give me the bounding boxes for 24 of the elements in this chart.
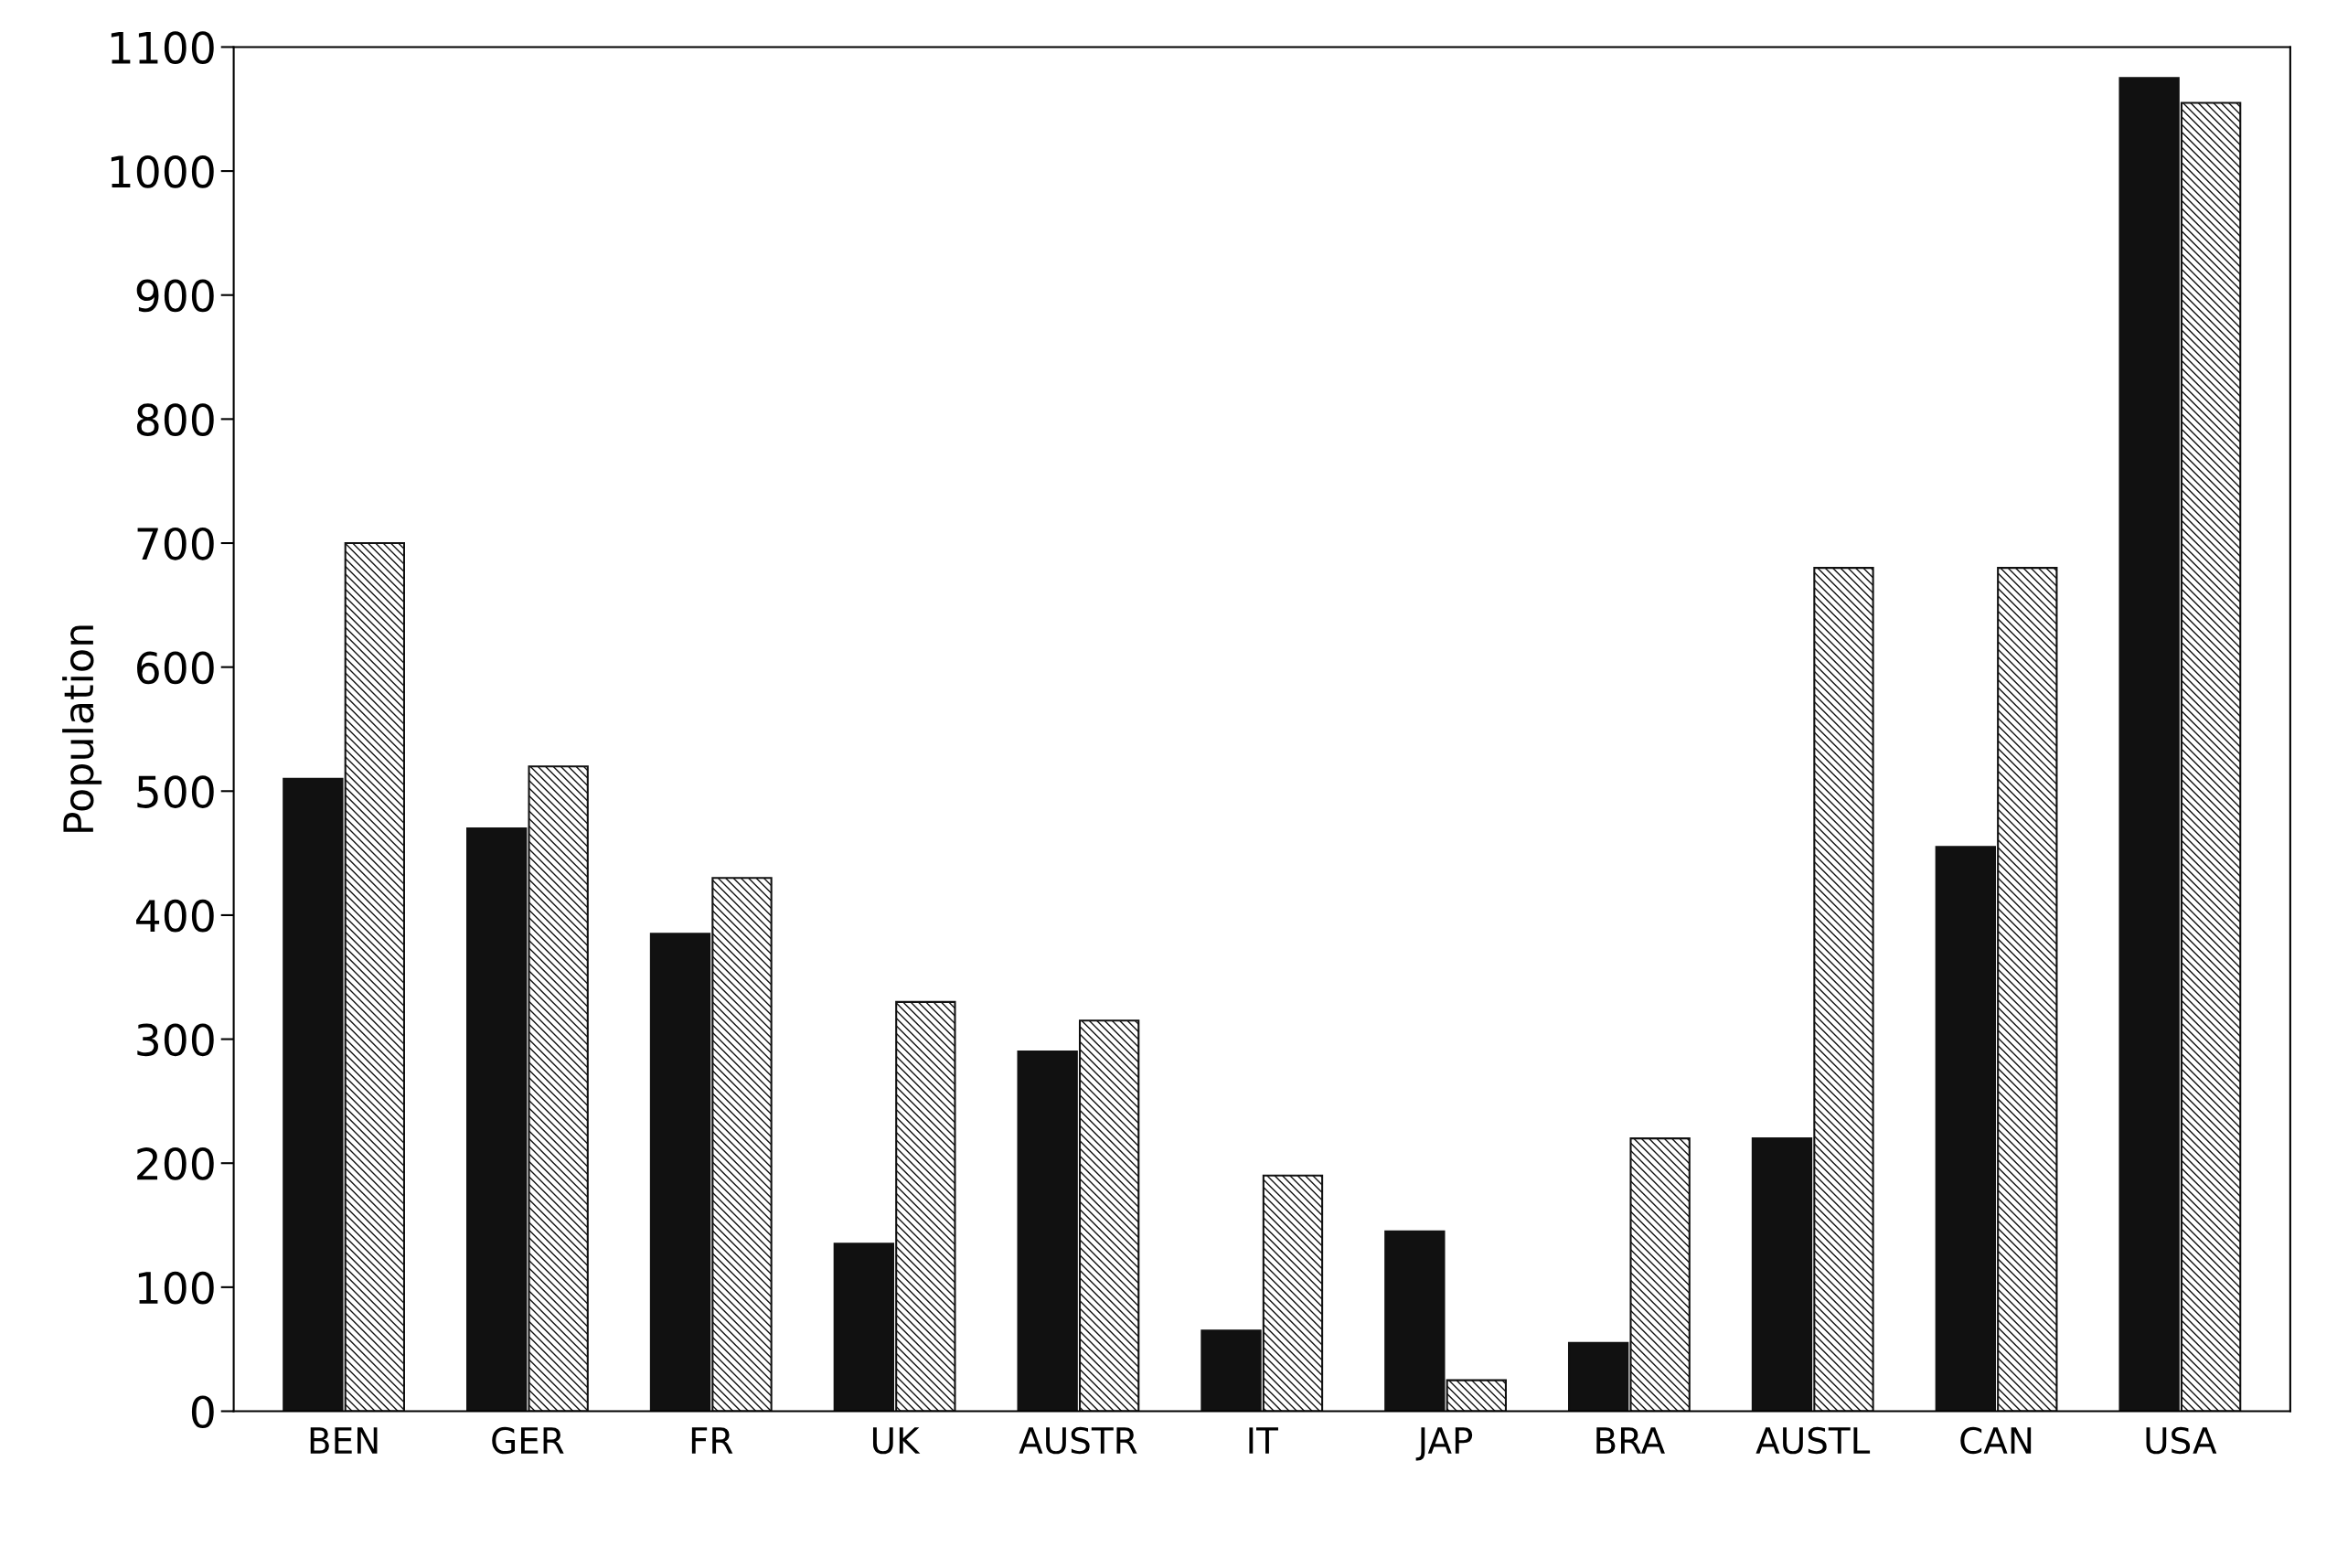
x-tick-label: GER <box>492 1426 564 1455</box>
y-tick-label: 0 <box>191 1395 214 1429</box>
y-tick-label: 700 <box>137 527 214 560</box>
y-tick-label: 800 <box>136 403 214 436</box>
y-axis-title: Population <box>62 625 102 832</box>
x-tick-label: AUSTL <box>1755 1426 1871 1455</box>
y-tick-label: 100 <box>138 1271 214 1305</box>
x-tick-label: AUSTR <box>1019 1426 1137 1455</box>
x-tick-label: USA <box>2146 1426 2217 1455</box>
y-tick-label: 1100 <box>111 31 214 65</box>
x-tick-label: BEN <box>310 1427 378 1454</box>
x-tick-label: BRA <box>1596 1427 1665 1454</box>
y-tick-label: 1000 <box>111 155 214 188</box>
x-tick-label: CAN <box>1960 1426 2032 1455</box>
x-tick-label: UK <box>872 1427 921 1455</box>
y-tick-label: 400 <box>136 899 214 933</box>
y-tick-label: 500 <box>137 775 214 808</box>
y-tick-label: 300 <box>137 1023 214 1057</box>
y-tick-label: 600 <box>137 651 214 685</box>
y-tick-label: 900 <box>136 279 214 313</box>
x-tick-label: JAP <box>1415 1427 1473 1461</box>
y-tick-label: 200 <box>137 1147 214 1180</box>
x-tick-label: IT <box>1249 1427 1278 1454</box>
x-tick-label: FR <box>691 1427 733 1454</box>
